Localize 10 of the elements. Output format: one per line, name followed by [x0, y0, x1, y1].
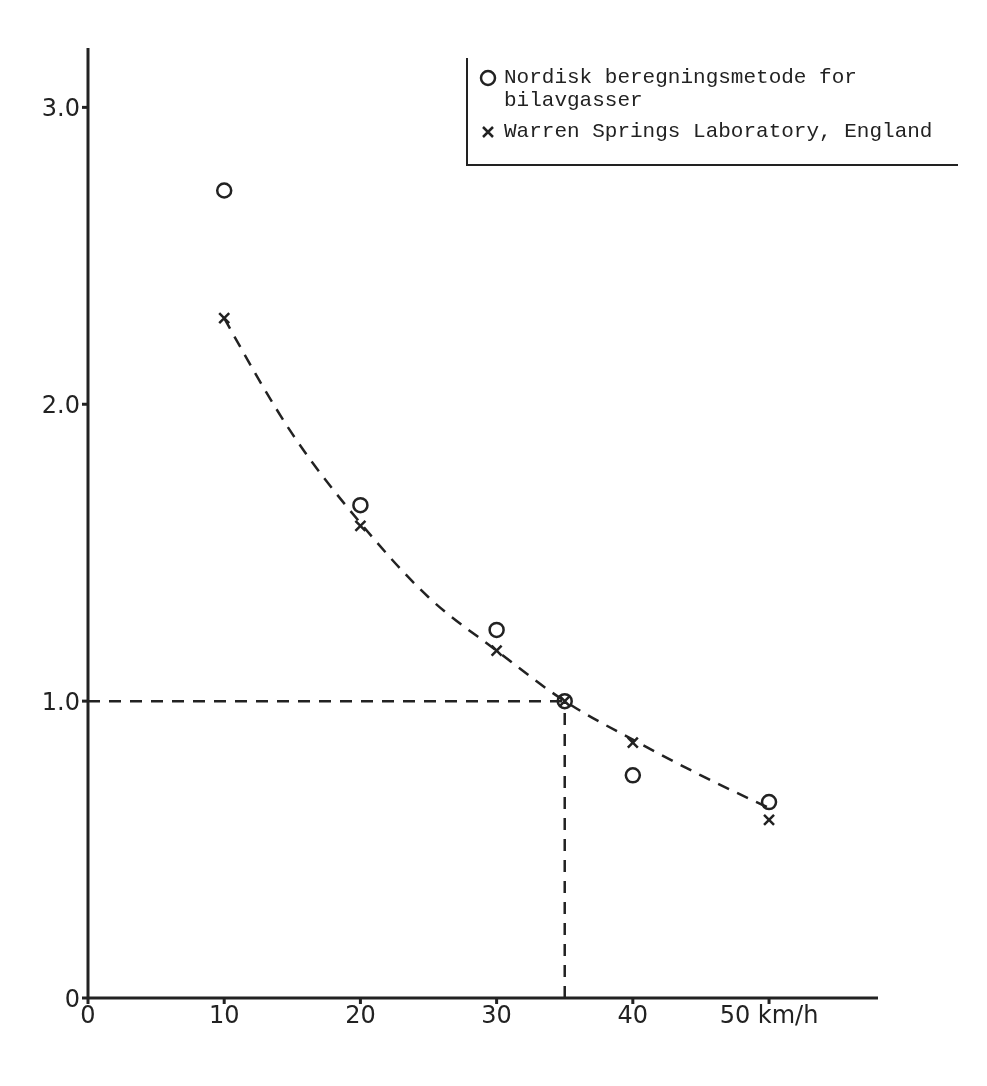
legend-label: Nordisk beregningsmetode for bilavgasser: [504, 66, 858, 112]
y-tick-label: 1.0: [41, 687, 80, 716]
x-tick-label: 30: [481, 1001, 512, 1030]
x-tick-label: 10: [208, 1001, 240, 1030]
y-tick-label: 2.0: [41, 390, 80, 419]
x-tick-label: 50 km/h: [719, 1001, 819, 1030]
legend-label: Warren Springs Laboratory, England: [504, 120, 933, 143]
x-tick-label: 40: [617, 1001, 649, 1030]
y-tick-label: 3.0: [41, 93, 80, 122]
x-tick-label: 20: [345, 1001, 376, 1030]
